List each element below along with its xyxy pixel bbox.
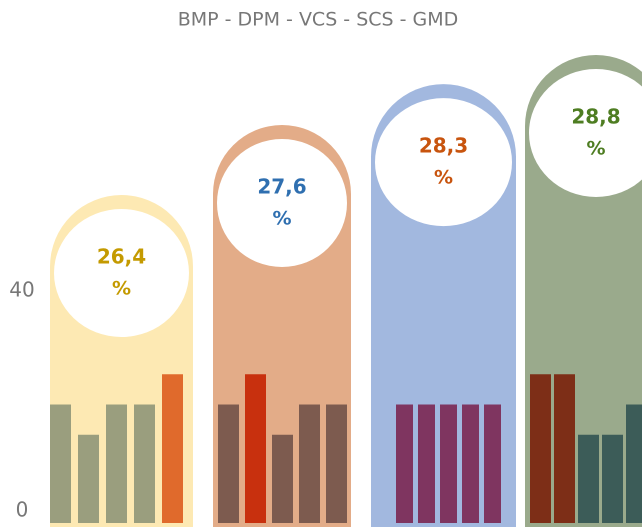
bar: [326, 404, 347, 523]
chart-title: BMP - DPM - VCS - SCS - GMD: [178, 9, 459, 31]
value-label: 28,8: [571, 105, 620, 129]
value-unit: %: [434, 167, 453, 189]
value-label: 28,3: [419, 134, 468, 158]
bar: [272, 434, 293, 523]
bar: [578, 434, 599, 523]
label-circle: [217, 139, 347, 267]
bar: [50, 404, 71, 523]
bar: [462, 404, 479, 523]
bar: [134, 404, 155, 523]
bar: [440, 404, 457, 523]
bar: [530, 374, 551, 523]
value-unit: %: [112, 278, 131, 300]
label-circle: [375, 98, 512, 227]
value-label: 27,6: [257, 175, 306, 199]
bar: [218, 404, 239, 523]
bar: [245, 374, 266, 523]
bar: [162, 374, 183, 523]
y-tick-label: 40: [9, 278, 34, 302]
bar: [626, 404, 642, 523]
bar: [396, 404, 413, 523]
bar: [299, 404, 320, 523]
label-circle: [54, 209, 189, 337]
value-unit: %: [272, 208, 291, 230]
value-unit: %: [586, 138, 605, 160]
value-label: 26,4: [97, 245, 146, 269]
label-circle: [529, 69, 642, 197]
bar: [484, 404, 501, 523]
bar: [418, 404, 435, 523]
bar: [106, 404, 127, 523]
y-tick-label: 0: [16, 498, 29, 522]
bar: [78, 434, 99, 523]
bar: [602, 434, 623, 523]
bar: [554, 374, 575, 523]
